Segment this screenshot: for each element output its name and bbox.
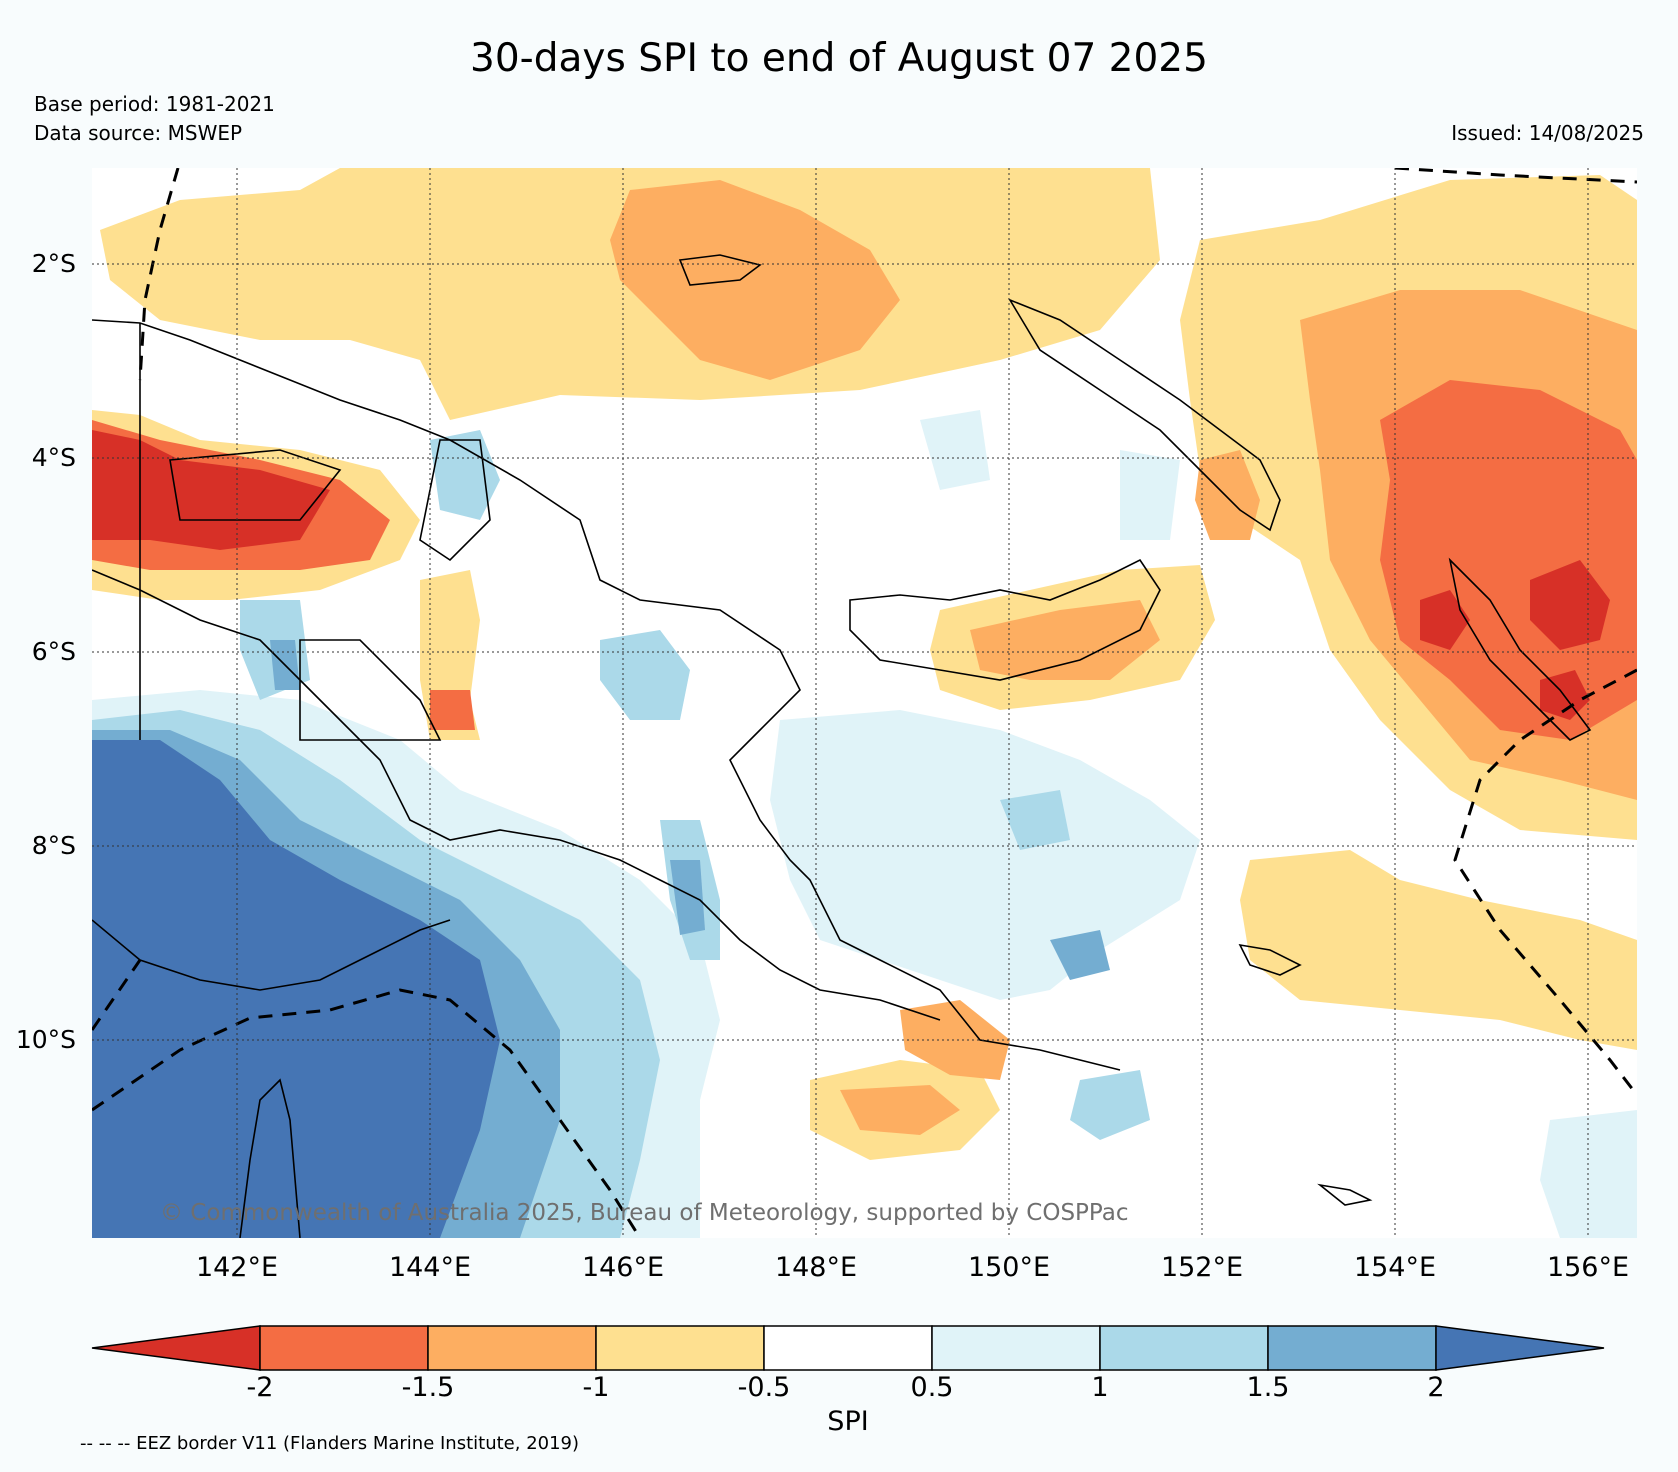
colorbar-cell xyxy=(1435,1325,1605,1371)
colorbar-cell xyxy=(259,1325,429,1371)
issued-date-text: Issued: 14/08/2025 xyxy=(1451,121,1644,145)
colorbar-tick-label: 0.5 xyxy=(910,1372,954,1403)
lon-label: 150°E xyxy=(968,1252,1050,1283)
eez-border-note: -- -- -- EEZ border V11 (Flanders Marine… xyxy=(80,1433,580,1454)
colorbar-cell xyxy=(595,1325,765,1371)
lon-label: 144°E xyxy=(389,1252,471,1283)
colorbar xyxy=(91,1325,1605,1371)
map-title: 30-days SPI to end of August 07 2025 xyxy=(470,36,1208,81)
colorbar-cell xyxy=(1099,1325,1269,1371)
coastline-layer xyxy=(92,254,1592,1238)
lon-label: 148°E xyxy=(775,1252,857,1283)
colorbar-tick-label: -2 xyxy=(246,1372,274,1403)
base-period-text: Base period: 1981-2021 xyxy=(34,92,275,116)
lat-label: 8°S xyxy=(32,831,76,860)
data-source-text: Data source: MSWEP xyxy=(34,121,243,145)
colorbar-tick-label: -1.5 xyxy=(401,1372,455,1403)
colorbar-tick-label: 1.5 xyxy=(1246,1372,1290,1403)
colorbar-cell xyxy=(763,1325,933,1371)
grid-layer xyxy=(92,168,1637,1238)
lat-label: 10°S xyxy=(16,1025,76,1054)
colorbar-tick-label: 1 xyxy=(1091,1372,1109,1403)
spi-fill-layer xyxy=(92,168,1637,1238)
colorbar-tick-label: 2 xyxy=(1427,1372,1445,1403)
colorbar-title: SPI xyxy=(827,1406,869,1437)
lon-label: 146°E xyxy=(582,1252,664,1283)
lat-label: 6°S xyxy=(32,637,76,666)
lat-label: 4°S xyxy=(32,443,76,472)
colorbar-cell xyxy=(91,1325,261,1371)
lon-label: 154°E xyxy=(1354,1252,1436,1283)
lon-label: 152°E xyxy=(1161,1252,1243,1283)
colorbar-tick-label: -1 xyxy=(582,1372,610,1403)
colorbar-cell xyxy=(1267,1325,1437,1371)
lon-label: 156°E xyxy=(1547,1252,1629,1283)
colorbar-tick-label: -0.5 xyxy=(737,1372,791,1403)
copyright-watermark: © Commonwealth of Australia 2025, Bureau… xyxy=(160,1200,1129,1226)
colorbar-cell xyxy=(931,1325,1101,1371)
colorbar-cell xyxy=(427,1325,597,1371)
lon-label: 142°E xyxy=(196,1252,278,1283)
lat-label: 2°S xyxy=(32,249,76,278)
